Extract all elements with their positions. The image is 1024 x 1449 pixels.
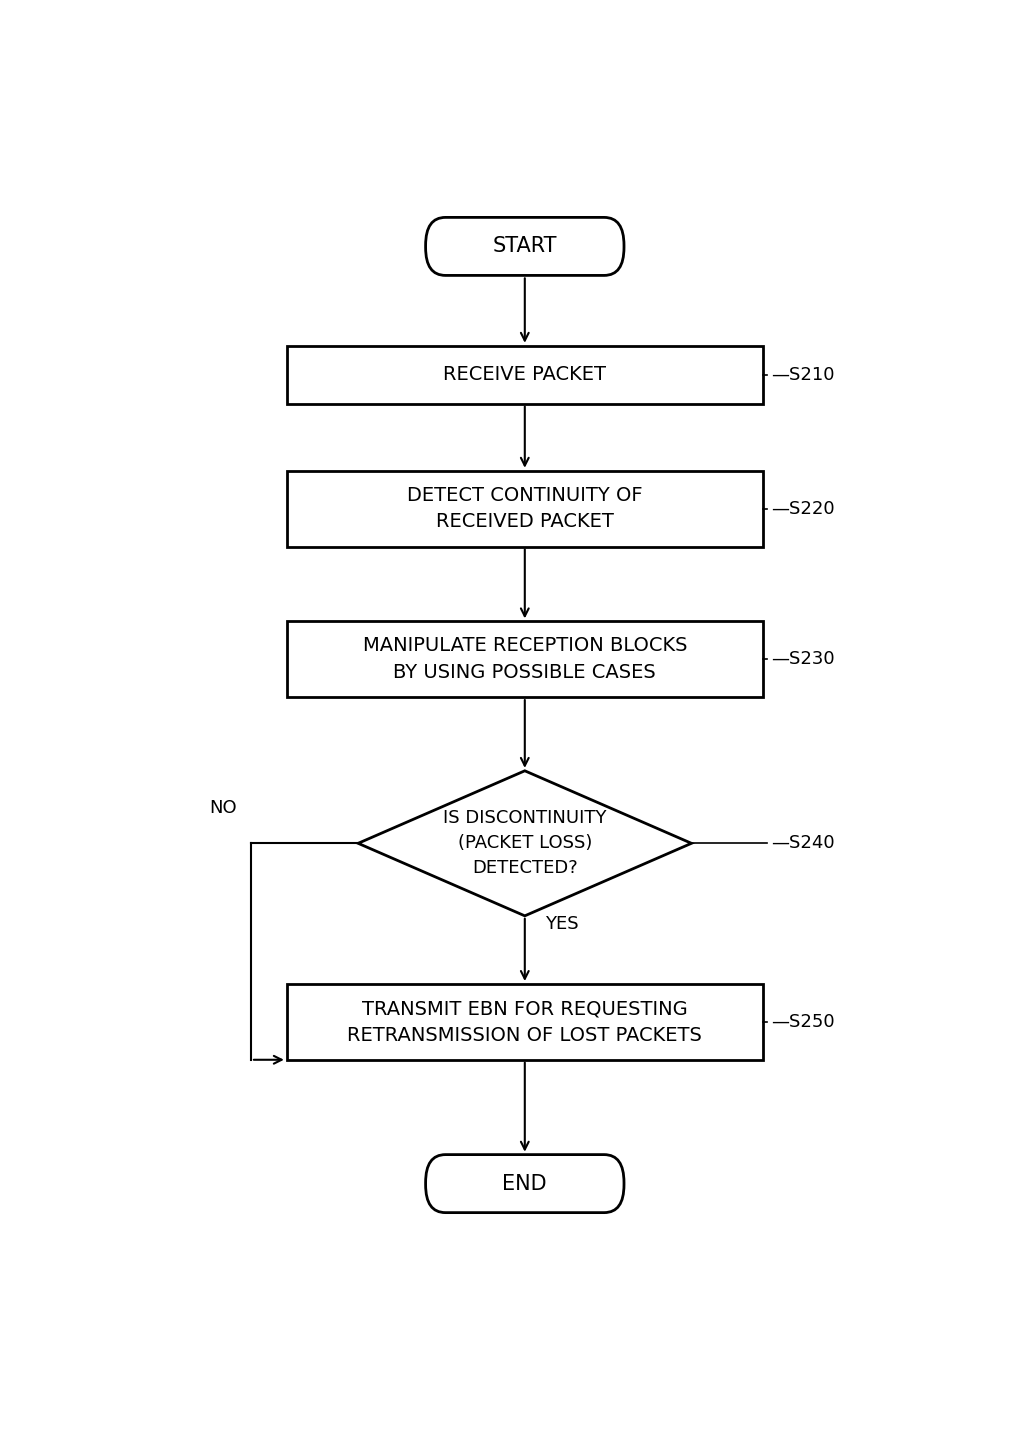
Bar xyxy=(287,346,763,404)
Text: DETECT CONTINUITY OF
RECEIVED PACKET: DETECT CONTINUITY OF RECEIVED PACKET xyxy=(407,485,643,532)
Text: IS DISCONTINUITY
(PACKET LOSS)
DETECTED?: IS DISCONTINUITY (PACKET LOSS) DETECTED? xyxy=(443,810,606,877)
Text: —S230: —S230 xyxy=(771,651,835,668)
Text: TRANSMIT EBN FOR REQUESTING
RETRANSMISSION OF LOST PACKETS: TRANSMIT EBN FOR REQUESTING RETRANSMISSI… xyxy=(347,998,702,1045)
Bar xyxy=(287,471,763,546)
Text: —S250: —S250 xyxy=(771,1013,835,1030)
FancyBboxPatch shape xyxy=(426,217,624,275)
Text: RECEIVE PACKET: RECEIVE PACKET xyxy=(443,365,606,384)
Text: NO: NO xyxy=(210,798,237,817)
Text: YES: YES xyxy=(545,914,579,933)
Text: MANIPULATE RECEPTION BLOCKS
BY USING POSSIBLE CASES: MANIPULATE RECEPTION BLOCKS BY USING POS… xyxy=(362,636,687,682)
Text: START: START xyxy=(493,236,557,256)
Text: —S210: —S210 xyxy=(771,365,835,384)
Bar xyxy=(287,622,763,697)
Bar xyxy=(287,984,763,1059)
Text: END: END xyxy=(503,1174,547,1194)
Text: —S240: —S240 xyxy=(771,835,835,852)
Text: —S220: —S220 xyxy=(771,500,835,517)
FancyBboxPatch shape xyxy=(426,1155,624,1213)
Polygon shape xyxy=(358,771,691,916)
